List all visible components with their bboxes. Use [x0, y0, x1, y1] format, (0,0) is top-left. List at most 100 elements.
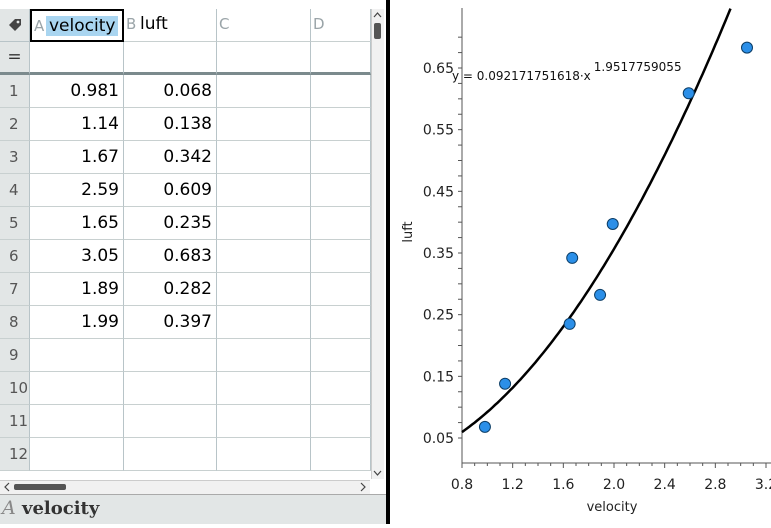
graph-panel[interactable]: 0.8 1.2 1.6 2.0 2.4 2.8 3.2 0.05 0.15 0.25 0.35 0.4…: [390, 0, 771, 524]
table-cell[interactable]: [124, 405, 217, 438]
table-cell[interactable]: [30, 372, 124, 405]
table-cell[interactable]: 0.397: [124, 306, 217, 339]
table-cell[interactable]: [30, 405, 124, 438]
table-cell[interactable]: [311, 174, 371, 207]
row-number[interactable]: 10: [0, 372, 30, 405]
row-number[interactable]: 1: [0, 75, 30, 108]
table-cell[interactable]: 0.138: [124, 108, 217, 141]
x-tick-label: 2.0: [603, 477, 625, 493]
column-letter: C: [219, 15, 230, 33]
row-number[interactable]: 7: [0, 273, 30, 306]
table-cell[interactable]: [217, 339, 311, 372]
regression-equation[interactable]: y = 0.092171751618·x1.9517759055: [452, 60, 682, 83]
table-cell[interactable]: [311, 405, 371, 438]
row-number[interactable]: 9: [0, 339, 30, 372]
scroll-up-icon[interactable]: [372, 10, 383, 20]
row-number[interactable]: 11: [0, 405, 30, 438]
table-cell[interactable]: [217, 372, 311, 405]
table-cell[interactable]: [311, 141, 371, 174]
y-tick-label: 0.45: [423, 184, 454, 200]
table-cell[interactable]: [217, 141, 311, 174]
formula-cell-c[interactable]: [217, 42, 311, 75]
data-point[interactable]: [594, 288, 607, 301]
data-point[interactable]: [566, 251, 579, 264]
table-cell[interactable]: [217, 207, 311, 240]
row-number[interactable]: 5: [0, 207, 30, 240]
regression-curve[interactable]: [461, 8, 732, 434]
table-cell[interactable]: [311, 372, 371, 405]
table-cell[interactable]: [311, 75, 371, 108]
table-cell[interactable]: [311, 108, 371, 141]
table-cell[interactable]: 0.683: [124, 240, 217, 273]
table-cell[interactable]: [217, 273, 311, 306]
table-cell[interactable]: [124, 438, 217, 471]
table-cell[interactable]: [311, 207, 371, 240]
table-cell[interactable]: [217, 240, 311, 273]
row-number[interactable]: 2: [0, 108, 30, 141]
table-cell[interactable]: 0.609: [124, 174, 217, 207]
table-cell[interactable]: [124, 372, 217, 405]
data-point[interactable]: [741, 41, 753, 54]
table-cell[interactable]: 1.67: [30, 141, 124, 174]
scroll-left-icon[interactable]: [2, 481, 12, 493]
column-letter: D: [313, 15, 325, 33]
table-cell[interactable]: 1.89: [30, 273, 124, 306]
horizontal-scroll-thumb[interactable]: [14, 484, 66, 490]
formula-cell-d[interactable]: [311, 42, 371, 75]
table-cell[interactable]: 0.068: [124, 75, 217, 108]
vertical-scroll-thumb[interactable]: [374, 23, 381, 39]
table-cell[interactable]: [311, 240, 371, 273]
tag-icon: [8, 19, 21, 31]
table-cell[interactable]: [30, 339, 124, 372]
table-cell[interactable]: [311, 306, 371, 339]
split-divider[interactable]: [386, 0, 390, 524]
data-point[interactable]: [606, 218, 619, 231]
table-cell[interactable]: [217, 306, 311, 339]
vertical-scrollbar[interactable]: [371, 9, 384, 479]
table-cell[interactable]: [30, 438, 124, 471]
table-cell[interactable]: [311, 273, 371, 306]
table-cell[interactable]: 2.59: [30, 174, 124, 207]
formula-cell-b[interactable]: [124, 42, 217, 75]
y-tick-label: 0.15: [423, 369, 454, 385]
data-point[interactable]: [682, 87, 695, 100]
table-cell[interactable]: [124, 339, 217, 372]
scatter-plot[interactable]: 0.8 1.2 1.6 2.0 2.4 2.8 3.2 0.05 0.15 0.25 0.35 0.4…: [390, 0, 771, 524]
table-cell[interactable]: [217, 75, 311, 108]
table-cell[interactable]: 1.65: [30, 207, 124, 240]
cell-entry-bar[interactable]: A velocity: [0, 494, 386, 524]
table-cell[interactable]: 0.235: [124, 207, 217, 240]
row-number[interactable]: 12: [0, 438, 30, 471]
table-cell[interactable]: [217, 405, 311, 438]
row-number[interactable]: 8: [0, 306, 30, 339]
table-cell[interactable]: 1.14: [30, 108, 124, 141]
spreadsheet-corner-tag[interactable]: [0, 9, 30, 42]
row-number[interactable]: 6: [0, 240, 30, 273]
table-cell[interactable]: 0.342: [124, 141, 217, 174]
row-number[interactable]: 4: [0, 174, 30, 207]
column-header-c[interactable]: C: [217, 9, 311, 42]
table-cell[interactable]: [311, 339, 371, 372]
table-cell[interactable]: [311, 438, 371, 471]
data-point[interactable]: [499, 377, 512, 390]
table-cell[interactable]: 0.282: [124, 273, 217, 306]
table-cell[interactable]: 3.05: [30, 240, 124, 273]
column-name: luft: [140, 14, 168, 34]
data-point[interactable]: [563, 317, 576, 330]
data-point[interactable]: [478, 420, 491, 433]
y-axis-label: luft: [401, 221, 416, 242]
horizontal-scrollbar[interactable]: [0, 480, 370, 494]
row-number[interactable]: 3: [0, 141, 30, 174]
table-cell[interactable]: 0.981: [30, 75, 124, 108]
scroll-right-icon[interactable]: [358, 481, 368, 493]
table-cell[interactable]: 1.99: [30, 306, 124, 339]
table-cell[interactable]: [217, 438, 311, 471]
column-header-d[interactable]: D: [311, 9, 371, 42]
formula-cell-a[interactable]: [30, 42, 124, 75]
table-cell[interactable]: [217, 174, 311, 207]
table-cell[interactable]: [217, 108, 311, 141]
scroll-down-icon[interactable]: [372, 468, 383, 478]
